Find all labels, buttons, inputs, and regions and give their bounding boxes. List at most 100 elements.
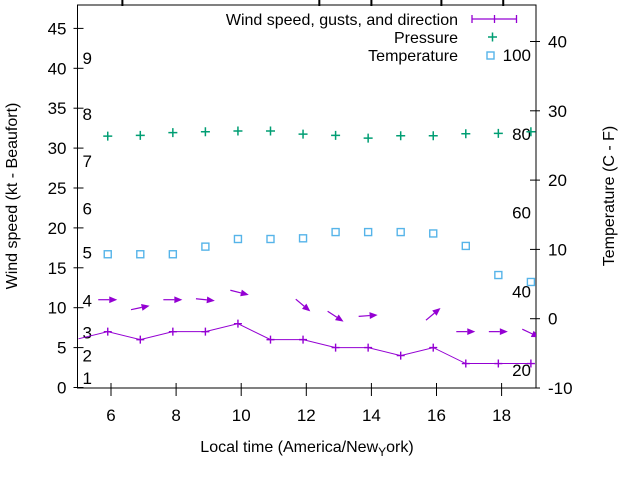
wind-direction-arrows bbox=[98, 289, 536, 338]
legend-label-temperature: Temperature bbox=[368, 48, 458, 65]
direction-arrow-head bbox=[335, 314, 344, 322]
inner-scale-label: 80 bbox=[512, 125, 531, 144]
wind-point-marker bbox=[103, 327, 112, 336]
left-tick-label: 25 bbox=[48, 179, 67, 198]
inner-scale-labels: 100 80 60 40 20 bbox=[503, 46, 531, 380]
beaufort-label: 5 bbox=[83, 244, 92, 263]
legend-label-pressure: Pressure bbox=[394, 30, 458, 47]
beaufort-label: 4 bbox=[83, 292, 92, 311]
direction-arrow-head bbox=[467, 328, 476, 336]
wind-point-marker bbox=[364, 343, 373, 352]
x-axis-ticks: 6 8 10 12 14 16 18 bbox=[106, 383, 511, 425]
wind-point-marker bbox=[331, 343, 340, 352]
inner-scale-label: 60 bbox=[512, 204, 531, 223]
pressure-point-marker bbox=[168, 128, 178, 138]
top-event-ticks bbox=[121, 0, 505, 6]
direction-arrow-head bbox=[499, 328, 508, 336]
legend-label-wind: Wind speed, gusts, and direction bbox=[226, 12, 458, 29]
wind-point-marker bbox=[136, 335, 145, 344]
temperature-point-marker bbox=[363, 227, 373, 237]
temperature-point-marker bbox=[396, 227, 405, 237]
pressure-point-marker bbox=[461, 129, 471, 139]
y-axis-title-right: Temperature (C - F) bbox=[601, 126, 618, 266]
inner-scale-label: 20 bbox=[512, 361, 531, 380]
legend-errorbar-sample bbox=[471, 15, 518, 23]
plot-frame bbox=[77, 4, 537, 389]
beaufort-label: 8 bbox=[83, 105, 92, 124]
left-tick-label: 5 bbox=[57, 339, 66, 358]
direction-arrow-shaft bbox=[327, 310, 338, 318]
wind-point-marker bbox=[396, 351, 405, 360]
temperature-point-marker bbox=[201, 242, 210, 251]
wind-line bbox=[78, 323, 531, 365]
wind-point-marker bbox=[461, 359, 470, 368]
right-tick-label: 0 bbox=[548, 310, 557, 329]
wind-point-marker bbox=[266, 335, 275, 344]
left-tick-label: 35 bbox=[48, 99, 67, 118]
direction-arrow-shaft bbox=[358, 314, 370, 317]
inner-scale-label: 100 bbox=[503, 46, 531, 65]
right-tick-label: 10 bbox=[548, 240, 567, 259]
wind-point-marker bbox=[299, 335, 308, 344]
temperature-point-marker bbox=[266, 234, 275, 244]
direction-arrow-head bbox=[206, 296, 215, 304]
temperature-point-marker bbox=[429, 229, 438, 238]
pressure-point-marker bbox=[493, 128, 503, 138]
left-tick-label: 0 bbox=[57, 379, 66, 398]
direction-arrow-shaft bbox=[295, 298, 305, 307]
direction-arrow-head bbox=[369, 312, 378, 319]
pressure-point-marker bbox=[200, 127, 210, 137]
pressure-point-marker bbox=[331, 130, 341, 140]
direction-arrow-shaft bbox=[195, 298, 207, 301]
left-tick-label: 45 bbox=[48, 19, 67, 38]
left-tick-label: 30 bbox=[48, 139, 67, 158]
direction-arrow-shaft bbox=[130, 306, 142, 311]
beaufort-label: 2 bbox=[83, 347, 92, 366]
direction-arrow-head bbox=[109, 296, 118, 304]
wind-point-marker bbox=[233, 319, 242, 328]
right-axis-ticks: -10 0 10 20 30 40 bbox=[530, 33, 573, 398]
beaufort-label: 9 bbox=[83, 49, 92, 68]
left-axis-ticks: 0 5 10 15 20 25 30 35 40 45 bbox=[48, 19, 84, 398]
wind-point-marker bbox=[494, 359, 503, 368]
temperature-series bbox=[103, 227, 536, 287]
direction-arrow-head bbox=[432, 307, 441, 316]
beaufort-labels: 1 2 3 4 5 6 7 8 9 bbox=[83, 49, 92, 388]
pressure-point-marker bbox=[103, 131, 113, 141]
wind-point-marker bbox=[168, 327, 177, 336]
x-tick-label: 12 bbox=[297, 406, 316, 425]
legend-plus-sample bbox=[488, 32, 497, 42]
right-tick-label: 20 bbox=[548, 171, 567, 190]
x-tick-label: 14 bbox=[362, 406, 381, 425]
beaufort-label: 3 bbox=[83, 323, 92, 342]
pressure-point-marker bbox=[135, 130, 145, 140]
direction-arrow-head bbox=[302, 303, 311, 312]
y-axis-title-left: Wind speed (kt - Beaufort) bbox=[4, 103, 21, 290]
pressure-point-marker bbox=[396, 131, 406, 141]
temperature-point-marker bbox=[331, 227, 340, 237]
temperature-point-marker bbox=[233, 234, 243, 244]
x-tick-label: 16 bbox=[427, 406, 446, 425]
left-tick-label: 15 bbox=[48, 259, 67, 278]
x-tick-label: 18 bbox=[492, 406, 511, 425]
beaufort-label: 1 bbox=[83, 369, 92, 388]
x-tick-label: 6 bbox=[106, 406, 115, 425]
pressure-point-marker bbox=[363, 133, 373, 143]
temperature-point-marker bbox=[461, 241, 470, 251]
pressure-point-marker bbox=[428, 131, 438, 141]
direction-arrow-shaft bbox=[425, 312, 435, 321]
direction-arrow-head bbox=[174, 296, 183, 304]
direction-arrow-shaft bbox=[522, 328, 533, 335]
x-tick-label: 10 bbox=[232, 406, 251, 425]
x-tick-label: 8 bbox=[171, 406, 180, 425]
pressure-point-marker bbox=[298, 129, 308, 139]
direction-arrow-head bbox=[141, 304, 150, 311]
direction-arrow-shaft bbox=[230, 289, 242, 294]
pressure-series bbox=[103, 126, 536, 143]
temperature-point-marker bbox=[526, 277, 536, 287]
legend-symbols bbox=[471, 15, 518, 60]
left-tick-label: 40 bbox=[48, 59, 67, 78]
pressure-point-marker bbox=[265, 126, 275, 136]
wind-point-marker bbox=[526, 359, 535, 368]
